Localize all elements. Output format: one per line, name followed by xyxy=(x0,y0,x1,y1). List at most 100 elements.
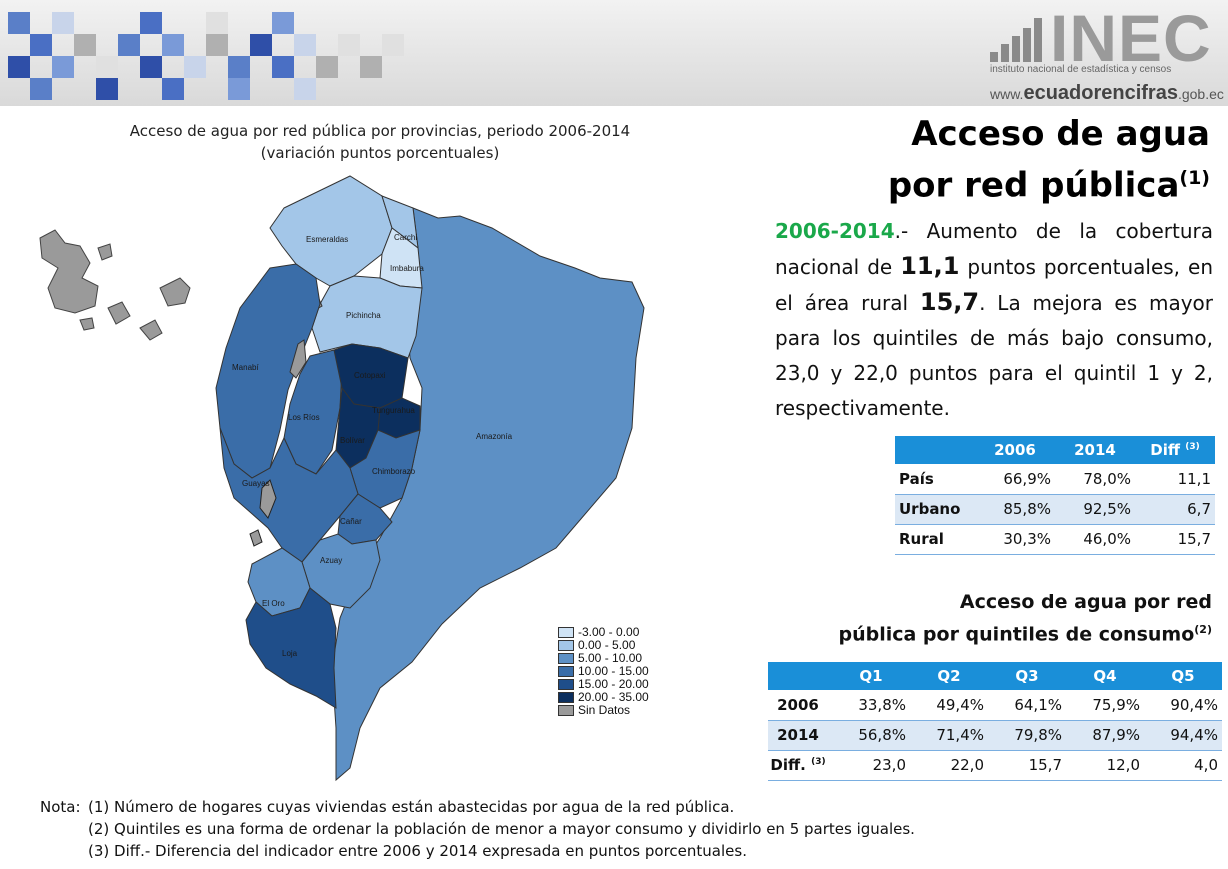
decorative-square xyxy=(382,34,404,56)
legend-item: Sin Datos xyxy=(558,704,649,717)
legend-label: 0.00 - 5.00 xyxy=(578,638,636,652)
legend-label: 20.00 - 35.00 xyxy=(578,690,649,704)
decorative-square xyxy=(206,34,228,56)
legend-label: -3.00 - 0.00 xyxy=(578,625,640,639)
label-guayas: Guayas xyxy=(242,479,270,488)
decorative-square xyxy=(250,34,272,56)
label-manabi: Manabí xyxy=(232,363,259,372)
table-cell: 85,8% xyxy=(975,494,1055,525)
decorative-square xyxy=(52,56,74,78)
galapagos-islands xyxy=(39,229,191,341)
table-cell: 22,0 xyxy=(910,750,988,781)
province-loja[interactable] xyxy=(245,587,337,709)
decorative-square xyxy=(96,56,118,78)
table-cell: Urbano xyxy=(895,494,975,525)
map-title: Acceso de agua por red pública por provi… xyxy=(80,120,680,164)
table-cell: 30,3% xyxy=(975,524,1055,555)
logo-subtitle: instituto nacional de estadística y cens… xyxy=(990,64,1172,75)
note-2: (2) Quintiles es una forma de ordenar la… xyxy=(88,820,915,838)
table-cell: 4,0 xyxy=(1144,750,1222,781)
legend-swatch xyxy=(558,692,574,703)
legend-item: 15.00 - 20.00 xyxy=(558,678,649,691)
map-title-line2: (variación puntos porcentuales) xyxy=(260,144,500,162)
page-title-line1: Acceso de agua xyxy=(911,114,1210,154)
decorative-square xyxy=(162,34,184,56)
decorative-square xyxy=(8,12,30,34)
legend-swatch xyxy=(558,666,574,677)
decorative-square xyxy=(74,34,96,56)
table-row: 2014 56,8% 71,4% 79,8% 87,9% 94,4% xyxy=(768,720,1222,751)
label-loja: Loja xyxy=(282,649,298,658)
table-cell: 92,5% xyxy=(1055,494,1135,525)
note-3: (3) Diff.- Diferencia del indicador entr… xyxy=(88,842,747,860)
decorative-square xyxy=(206,12,228,34)
decorative-square xyxy=(140,56,162,78)
table-cell: 56,8% xyxy=(832,720,910,751)
label-azuay: Azuay xyxy=(320,556,342,565)
table-cell: 11,1 xyxy=(1135,464,1215,495)
label-esmeraldas: Esmeraldas xyxy=(306,235,348,244)
quintile-header: Q3 xyxy=(988,662,1066,690)
logo-wordmark: INEC xyxy=(1050,1,1212,75)
decorative-square xyxy=(184,56,206,78)
table-cell: 87,9% xyxy=(1066,720,1144,751)
quintile-row-label: Diff. (3) xyxy=(768,750,832,781)
province-manabi[interactable] xyxy=(215,263,321,479)
label-chimborazo: Chimborazo xyxy=(372,467,416,476)
label-tungurahua: Tungurahua xyxy=(372,406,415,415)
quintile-header: Q1 xyxy=(832,662,910,690)
table-cell: 12,0 xyxy=(1066,750,1144,781)
decorative-square xyxy=(96,78,118,100)
decorative-square xyxy=(30,34,52,56)
decorative-square xyxy=(118,34,140,56)
table-row: Urbano 85,8% 92,5% 6,7 xyxy=(895,494,1215,525)
legend-item: 10.00 - 15.00 xyxy=(558,665,649,678)
map-legend: -3.00 - 0.00 0.00 - 5.00 5.00 - 10.00 10.00… xyxy=(558,626,649,717)
table-cell: 94,4% xyxy=(1144,720,1222,751)
table-cell: 66,9% xyxy=(975,464,1055,495)
decorative-square xyxy=(30,78,52,100)
decorative-square xyxy=(272,56,294,78)
label-pichincha: Pichincha xyxy=(346,311,381,320)
header-banner: INEC instituto nacional de estadística y… xyxy=(0,0,1228,106)
label-imbabura: Imbabura xyxy=(390,264,424,273)
legend-swatch xyxy=(558,640,574,651)
inec-logo[interactable]: INEC instituto nacional de estadística y… xyxy=(990,1,1224,104)
table-row: Rural 30,3% 46,0% 15,7 xyxy=(895,524,1215,555)
quintile-row-label: 2014 xyxy=(768,720,832,751)
table-cell: 49,4% xyxy=(910,690,988,721)
table-cell: Rural xyxy=(895,524,975,555)
quintile-table: Q1 Q2 Q3 Q4 Q5 2006 33,8% 49,4% 64,1% 75,9% 90,4%… xyxy=(768,662,1222,781)
legend-swatch xyxy=(558,653,574,664)
page-title-line2: por red pública(1) xyxy=(887,165,1210,206)
note-1: (1) Número de hogares cuyas viviendas es… xyxy=(88,798,735,816)
area-table-header-empty xyxy=(895,436,975,464)
table-row: País 66,9% 78,0% 11,1 xyxy=(895,464,1215,495)
legend-swatch xyxy=(558,627,574,638)
legend-swatch xyxy=(558,679,574,690)
logo-url[interactable]: www.ecuadorencifras.gob.ec xyxy=(990,82,1224,104)
footnotes: Nota: (1) Número de hogares cuyas viviend… xyxy=(40,796,940,862)
quintile-header: Q2 xyxy=(910,662,988,690)
table-cell: 23,0 xyxy=(832,750,910,781)
quintile-header: Q5 xyxy=(1144,662,1222,690)
ecuador-map: Esmeraldas Carchi Imbabura Pichincha Man… xyxy=(39,175,645,782)
legend-item: 0.00 - 5.00 xyxy=(558,639,649,652)
decorative-square xyxy=(338,34,360,56)
area-table-header-diff: Diff (3) xyxy=(1135,436,1215,464)
table-cell: 75,9% xyxy=(1066,690,1144,721)
table-cell: 6,7 xyxy=(1135,494,1215,525)
label-amazonia: Amazonía xyxy=(476,432,513,441)
legend-item: -3.00 - 0.00 xyxy=(558,626,649,639)
legend-item: 20.00 - 35.00 xyxy=(558,691,649,704)
table-cell: 79,8% xyxy=(988,720,1066,751)
page-title: Acceso de agua por red pública(1) xyxy=(888,112,1210,207)
area-table-header-2006: 2006 xyxy=(975,436,1055,464)
province-sin-datos-2[interactable] xyxy=(289,339,307,379)
legend-label: 10.00 - 15.00 xyxy=(578,664,649,678)
decorative-square xyxy=(294,34,316,56)
table-cell: 33,8% xyxy=(832,690,910,721)
table-cell: 71,4% xyxy=(910,720,988,751)
decorative-square xyxy=(228,78,250,100)
table-row: Diff. (3) 23,0 22,0 15,7 12,0 4,0 xyxy=(768,750,1222,781)
